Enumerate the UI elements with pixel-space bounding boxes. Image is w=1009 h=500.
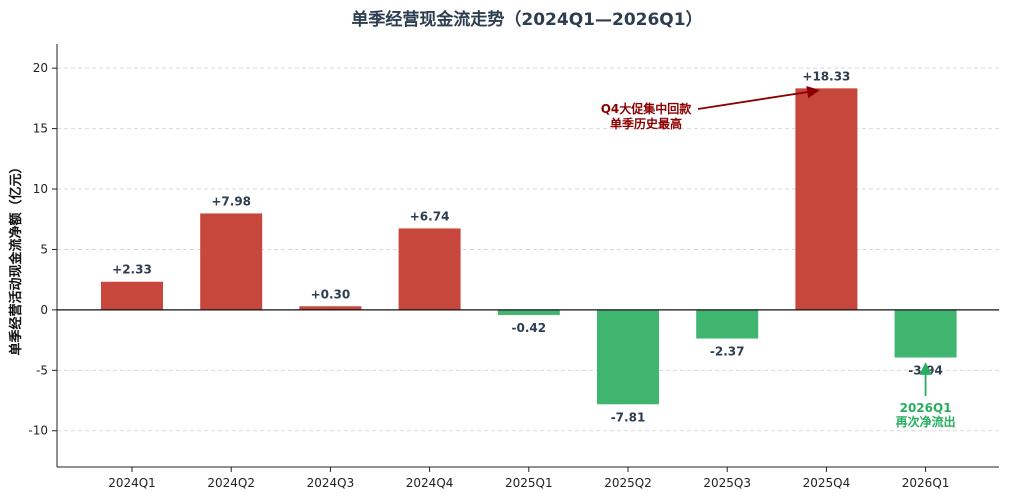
y-tick-label: 0 xyxy=(40,303,48,317)
x-tick-label: 2026Q1 xyxy=(902,476,950,490)
x-tick-label: 2024Q3 xyxy=(307,476,355,490)
bar-2025Q3 xyxy=(696,309,759,339)
y-tick-label: 15 xyxy=(33,122,48,136)
x-tick-label: 2025Q3 xyxy=(703,476,751,490)
y-tick-label: -10 xyxy=(28,424,48,438)
x-tick-label: 2024Q2 xyxy=(207,476,255,490)
bar-2025Q2 xyxy=(597,309,659,405)
value-label: +6.74 xyxy=(410,209,450,223)
annotation-text: Q4大促集中回款 xyxy=(601,101,693,116)
value-label: +0.30 xyxy=(311,287,351,301)
x-tick-label: 2025Q4 xyxy=(803,476,851,490)
bar-2024Q1 xyxy=(101,281,163,310)
y-tick-label: -5 xyxy=(36,363,48,377)
value-label: -2.37 xyxy=(710,345,745,359)
value-label: -0.42 xyxy=(512,321,547,335)
bar-2026Q1 xyxy=(894,309,957,358)
bars xyxy=(101,88,957,405)
x-tick-label: 2025Q2 xyxy=(604,476,652,490)
x-tick-label: 2025Q1 xyxy=(505,476,553,490)
chart-title: 单季经营现金流走势（2024Q1—2026Q1） xyxy=(351,9,702,30)
bar-2025Q4 xyxy=(795,88,858,310)
value-label: +2.33 xyxy=(112,263,152,277)
annotation-arrow xyxy=(697,85,820,110)
annotation-text: 再次净流出 xyxy=(896,414,956,429)
bar-2024Q2 xyxy=(200,213,263,310)
y-tick-label: 10 xyxy=(33,182,48,196)
bar-2025Q1 xyxy=(497,309,560,315)
y-tick-label: 20 xyxy=(33,61,48,75)
annotation-text: 2026Q1 xyxy=(900,401,952,415)
y-axis-label: 单季经营活动现金流净额（亿元） xyxy=(8,160,24,355)
x-tick-label: 2024Q1 xyxy=(108,476,156,490)
value-label: +18.33 xyxy=(802,69,850,83)
x-tick-label: 2024Q4 xyxy=(406,476,454,490)
bar-2024Q4 xyxy=(398,228,461,310)
annotation-text: 单季历史最高 xyxy=(610,116,682,131)
value-label: +7.98 xyxy=(211,194,251,208)
value-labels: +2.33 +7.98 +0.30 +6.74 -0.42 -7.81 -2.37 +18.3… xyxy=(112,69,943,424)
axes: -10 -5 0 5 10 15 20 2024Q1 2024Q2 2024Q3 2024Q4 202… xyxy=(28,44,999,490)
value-label: -7.81 xyxy=(611,410,646,424)
bar-2024Q3 xyxy=(299,306,362,310)
y-tick-label: 5 xyxy=(40,242,48,256)
gridlines xyxy=(57,67,999,432)
